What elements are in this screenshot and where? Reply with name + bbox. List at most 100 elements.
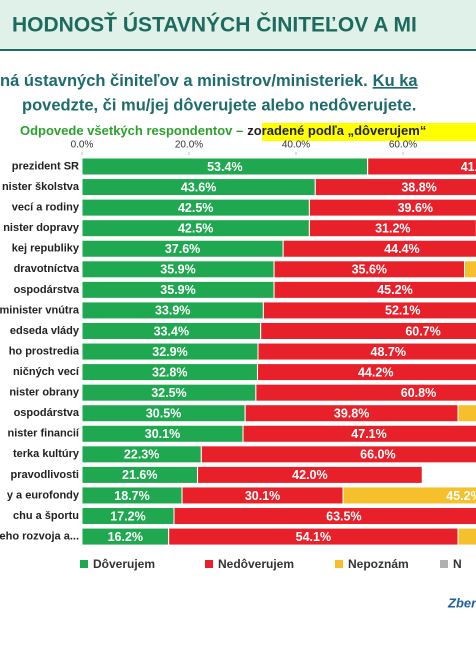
bar-segment [260, 321, 476, 340]
bar-segment [200, 445, 476, 464]
data-label: 43.6% [181, 180, 216, 194]
data-label: 32.5% [151, 386, 186, 400]
data-label: 45.2% [446, 489, 476, 503]
bar-segment [457, 404, 476, 423]
bar-segment [308, 219, 476, 238]
bar-segment [255, 383, 476, 402]
data-label: 42.0% [292, 468, 327, 482]
data-label: 30.1% [245, 489, 280, 503]
category-label: prezident SR [12, 160, 79, 172]
category-label: nister obrany [9, 387, 80, 399]
data-label: 39.6% [398, 201, 433, 215]
category-label: ho prostredia [9, 345, 80, 357]
data-label: 22.3% [124, 448, 159, 462]
bar-segment [314, 178, 476, 197]
data-label: 60.8% [401, 386, 436, 400]
bar-segment [173, 507, 476, 526]
note: Odpovede všetkých respondentov – zoradené… [20, 123, 426, 138]
data-label: 18.7% [114, 489, 149, 503]
data-label: 31.2% [375, 221, 410, 235]
bar-segment [342, 486, 476, 505]
bar-segment [257, 342, 476, 361]
bar-segment [308, 198, 476, 217]
bar-segment [464, 260, 476, 279]
subtitle: ná ústavných činiteľov a ministrov/minis… [0, 72, 418, 90]
note-part: Odpovede všetkých respondentov – [20, 123, 243, 138]
category-label: nister dopravy [3, 222, 80, 234]
data-label: 60.7% [405, 324, 440, 338]
data-label: 44.2% [358, 365, 393, 379]
category-label: nister financií [7, 428, 79, 440]
x-tick-label: 0.0% [71, 140, 94, 151]
data-label: 54.1% [296, 530, 331, 544]
x-tick-label: 60.0% [389, 140, 417, 151]
category-label: eho rozvoja a... [0, 530, 79, 542]
category-label: edseda vlády [10, 325, 80, 337]
source: Zber [447, 595, 476, 610]
data-label: 35.9% [160, 283, 195, 297]
data-label: 16.2% [108, 530, 143, 544]
category-label: pravodlivosti [11, 469, 79, 481]
data-label: 53.4% [207, 160, 242, 174]
data-label: 63.5% [326, 509, 361, 523]
title-band [0, 0, 476, 50]
data-label: 35.9% [160, 263, 195, 277]
data-label: 42.5% [178, 221, 213, 235]
legend-label: Nedôverujem [218, 557, 294, 571]
data-label: 42.5% [178, 201, 213, 215]
note-part: zoradené podľa „dôverujem“ [247, 123, 426, 138]
subtitle-part: Ku ka [373, 72, 419, 90]
data-label: 38.8% [401, 180, 436, 194]
legend-label: Nepoznám [348, 557, 409, 571]
bar-segment [457, 527, 476, 546]
bar-segment [256, 363, 476, 382]
category-label: ničných vecí [13, 366, 80, 378]
data-label: 32.9% [152, 345, 187, 359]
category-label: ospodárstva [14, 284, 80, 296]
bar-segment [262, 301, 476, 320]
data-label: 30.1% [145, 427, 180, 441]
data-label: 45.2% [377, 283, 412, 297]
bar-segment [273, 280, 476, 299]
data-label: 21.6% [122, 468, 157, 482]
legend-swatch [205, 560, 213, 568]
highlight [262, 123, 476, 141]
data-label: 41.4% [461, 160, 476, 174]
data-label: 33.9% [155, 304, 190, 318]
bar-segment [282, 239, 476, 258]
category-label: terka kultúry [13, 448, 80, 460]
data-label: 39.8% [334, 407, 369, 421]
x-tick-label: 20.0% [175, 140, 203, 151]
data-label: 37.6% [165, 242, 200, 256]
data-label: 44.4% [384, 242, 419, 256]
x-tick-label: 40.0% [282, 140, 310, 151]
category-label: chu a športu [13, 510, 79, 522]
data-label: 17.2% [110, 509, 145, 523]
bar-segment [367, 157, 476, 176]
legend-swatch [80, 560, 88, 568]
legend-swatch [335, 560, 343, 568]
bar-segment [242, 424, 476, 443]
subtitle: povedzte, či mu/jej dôverujete alebo ned… [22, 96, 416, 114]
category-label: ospodárstva [14, 407, 80, 419]
data-label: 66.0% [360, 448, 395, 462]
chart-title: HODNOSŤ ÚSTAVNÝCH ČINITEĽOV A MI [12, 13, 417, 37]
category-label: minister vnútra [0, 304, 80, 316]
category-label: nister školstva [2, 181, 80, 193]
data-label: 30.5% [146, 407, 181, 421]
category-label: kej republiky [12, 243, 80, 255]
data-label: 32.8% [152, 365, 187, 379]
data-label: 35.6% [352, 263, 387, 277]
bar-segment [197, 465, 423, 484]
data-label: 48.7% [371, 345, 406, 359]
category-label: dravotníctva [14, 263, 80, 275]
category-label: vecí a rodiny [12, 202, 80, 214]
category-label: y a eurofondy [7, 489, 80, 501]
subtitle-part: ná ústavných činiteľov a ministrov/minis… [0, 72, 368, 90]
data-label: 33.4% [154, 324, 189, 338]
data-label: 47.1% [351, 427, 386, 441]
legend-label: Dôverujem [93, 557, 155, 571]
legend-label: N [453, 557, 462, 571]
legend-swatch [440, 560, 448, 568]
